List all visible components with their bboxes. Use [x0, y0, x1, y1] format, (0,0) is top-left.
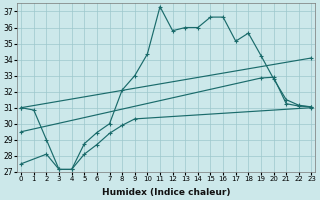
X-axis label: Humidex (Indice chaleur): Humidex (Indice chaleur): [102, 188, 231, 197]
